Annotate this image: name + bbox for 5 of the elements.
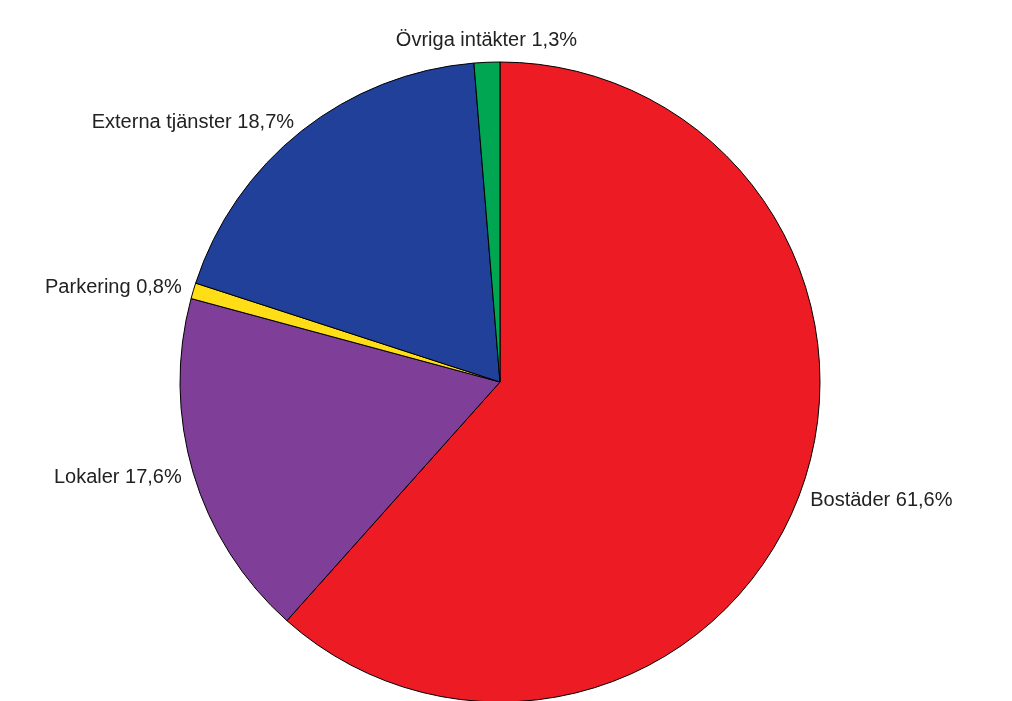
- slice-label: Bostäder 61,6%: [810, 488, 953, 511]
- slice-label: Externa tjänster 18,7%: [91, 109, 295, 132]
- slice-label: Lokaler 17,6%: [53, 464, 182, 487]
- slice-label: Parkering 0,8%: [45, 275, 182, 298]
- slice-label: Övriga intäkter 1,3%: [395, 28, 578, 51]
